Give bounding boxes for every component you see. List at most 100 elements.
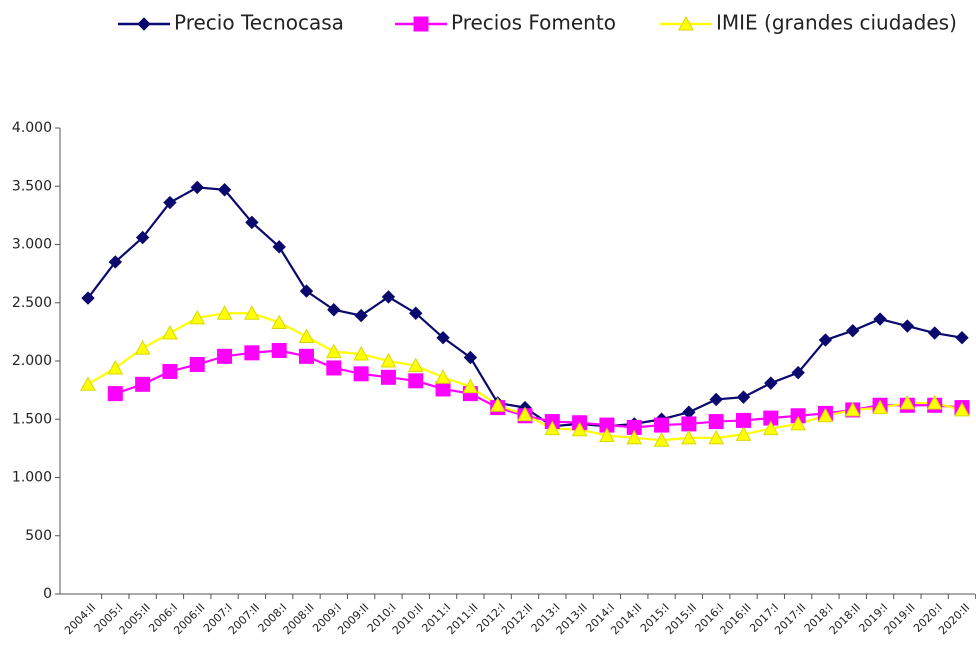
point — [462, 378, 479, 394]
point — [354, 308, 368, 323]
x-tick-label: 2006:II — [171, 601, 207, 637]
point — [872, 399, 888, 415]
point — [217, 348, 233, 364]
x-tick-label: 2017:II — [772, 601, 808, 637]
point — [325, 343, 342, 359]
point — [846, 324, 860, 338]
point — [190, 180, 204, 195]
point — [436, 330, 450, 345]
point — [708, 429, 725, 445]
x-tick-label: 2018:II — [827, 601, 863, 637]
point — [681, 416, 697, 432]
x-tick-label: 2005:II — [117, 601, 153, 637]
point — [435, 369, 451, 384]
point — [381, 290, 396, 304]
point — [736, 412, 751, 428]
point — [299, 284, 314, 298]
legend-marker — [678, 15, 694, 31]
point — [736, 390, 751, 404]
y-tick-label: 0 — [43, 586, 52, 602]
x-tick-label: 2004:II — [62, 601, 98, 637]
point — [162, 363, 178, 379]
point — [245, 215, 259, 230]
x-tick-label: 2019:II — [881, 601, 917, 637]
y-tick-label: 2.000 — [12, 353, 52, 369]
x-tick-label: 2008:II — [281, 601, 317, 637]
point — [108, 255, 123, 269]
x-tick-label: 2007:II — [226, 601, 262, 637]
point — [380, 352, 397, 368]
point — [216, 305, 233, 320]
point — [544, 420, 561, 436]
point — [571, 421, 588, 437]
point — [80, 376, 96, 391]
point — [162, 324, 178, 340]
point — [81, 291, 95, 305]
point — [327, 303, 341, 317]
point — [762, 420, 779, 436]
y-tick-label: 4.000 — [12, 120, 52, 136]
point — [134, 340, 151, 355]
legend-marker — [137, 17, 151, 31]
point — [189, 356, 205, 372]
point — [790, 415, 806, 431]
point — [107, 386, 123, 402]
y-tick-label: 500 — [25, 528, 52, 544]
point — [271, 343, 287, 359]
point — [653, 432, 670, 447]
legend-label: Precio Tecnocasa — [174, 11, 344, 35]
point — [298, 328, 315, 344]
point — [408, 373, 424, 389]
y-tick-label: 1.000 — [12, 470, 52, 486]
point — [654, 417, 670, 433]
x-tick-label: 2015:II — [663, 601, 699, 637]
point — [135, 376, 151, 392]
point — [817, 407, 834, 423]
point — [244, 305, 260, 320]
point — [244, 345, 260, 361]
point — [407, 357, 424, 373]
point — [954, 401, 970, 417]
y-tick-label: 1.500 — [12, 411, 52, 427]
point — [217, 183, 232, 197]
y-tick-label: 3.500 — [12, 178, 52, 194]
point — [709, 392, 723, 407]
point — [409, 306, 423, 320]
point — [299, 348, 314, 364]
y-tick-label: 2.500 — [12, 295, 52, 311]
point — [626, 429, 643, 445]
point — [735, 426, 752, 441]
point — [955, 330, 969, 345]
point — [900, 319, 915, 333]
point — [899, 394, 916, 410]
x-tick-label: 2009:II — [335, 601, 371, 637]
x-tick-label: 2013:II — [554, 601, 590, 637]
series-line — [87, 186, 963, 428]
point — [489, 397, 506, 412]
legend-label: IMIE (grandes ciudades) — [716, 11, 957, 35]
point — [927, 326, 942, 340]
x-tick-label: 2020:II — [936, 601, 972, 637]
point — [791, 365, 805, 380]
point — [353, 366, 369, 382]
point — [463, 350, 478, 365]
point — [599, 427, 615, 443]
point — [271, 314, 288, 330]
point — [844, 401, 861, 417]
y-tick-label: 3.000 — [12, 237, 52, 253]
x-tick-label: 2014:II — [608, 601, 644, 637]
point — [326, 360, 342, 376]
point — [353, 345, 369, 361]
point — [435, 381, 451, 397]
point — [926, 394, 943, 410]
point — [873, 312, 887, 326]
x-tick-label: 2016:II — [718, 601, 754, 637]
point — [272, 240, 286, 254]
point — [764, 376, 778, 390]
point — [380, 369, 396, 385]
x-tick-label: 2010:II — [390, 601, 426, 637]
x-tick-label: 2011:II — [444, 601, 480, 637]
point — [135, 230, 150, 245]
point — [189, 309, 206, 325]
